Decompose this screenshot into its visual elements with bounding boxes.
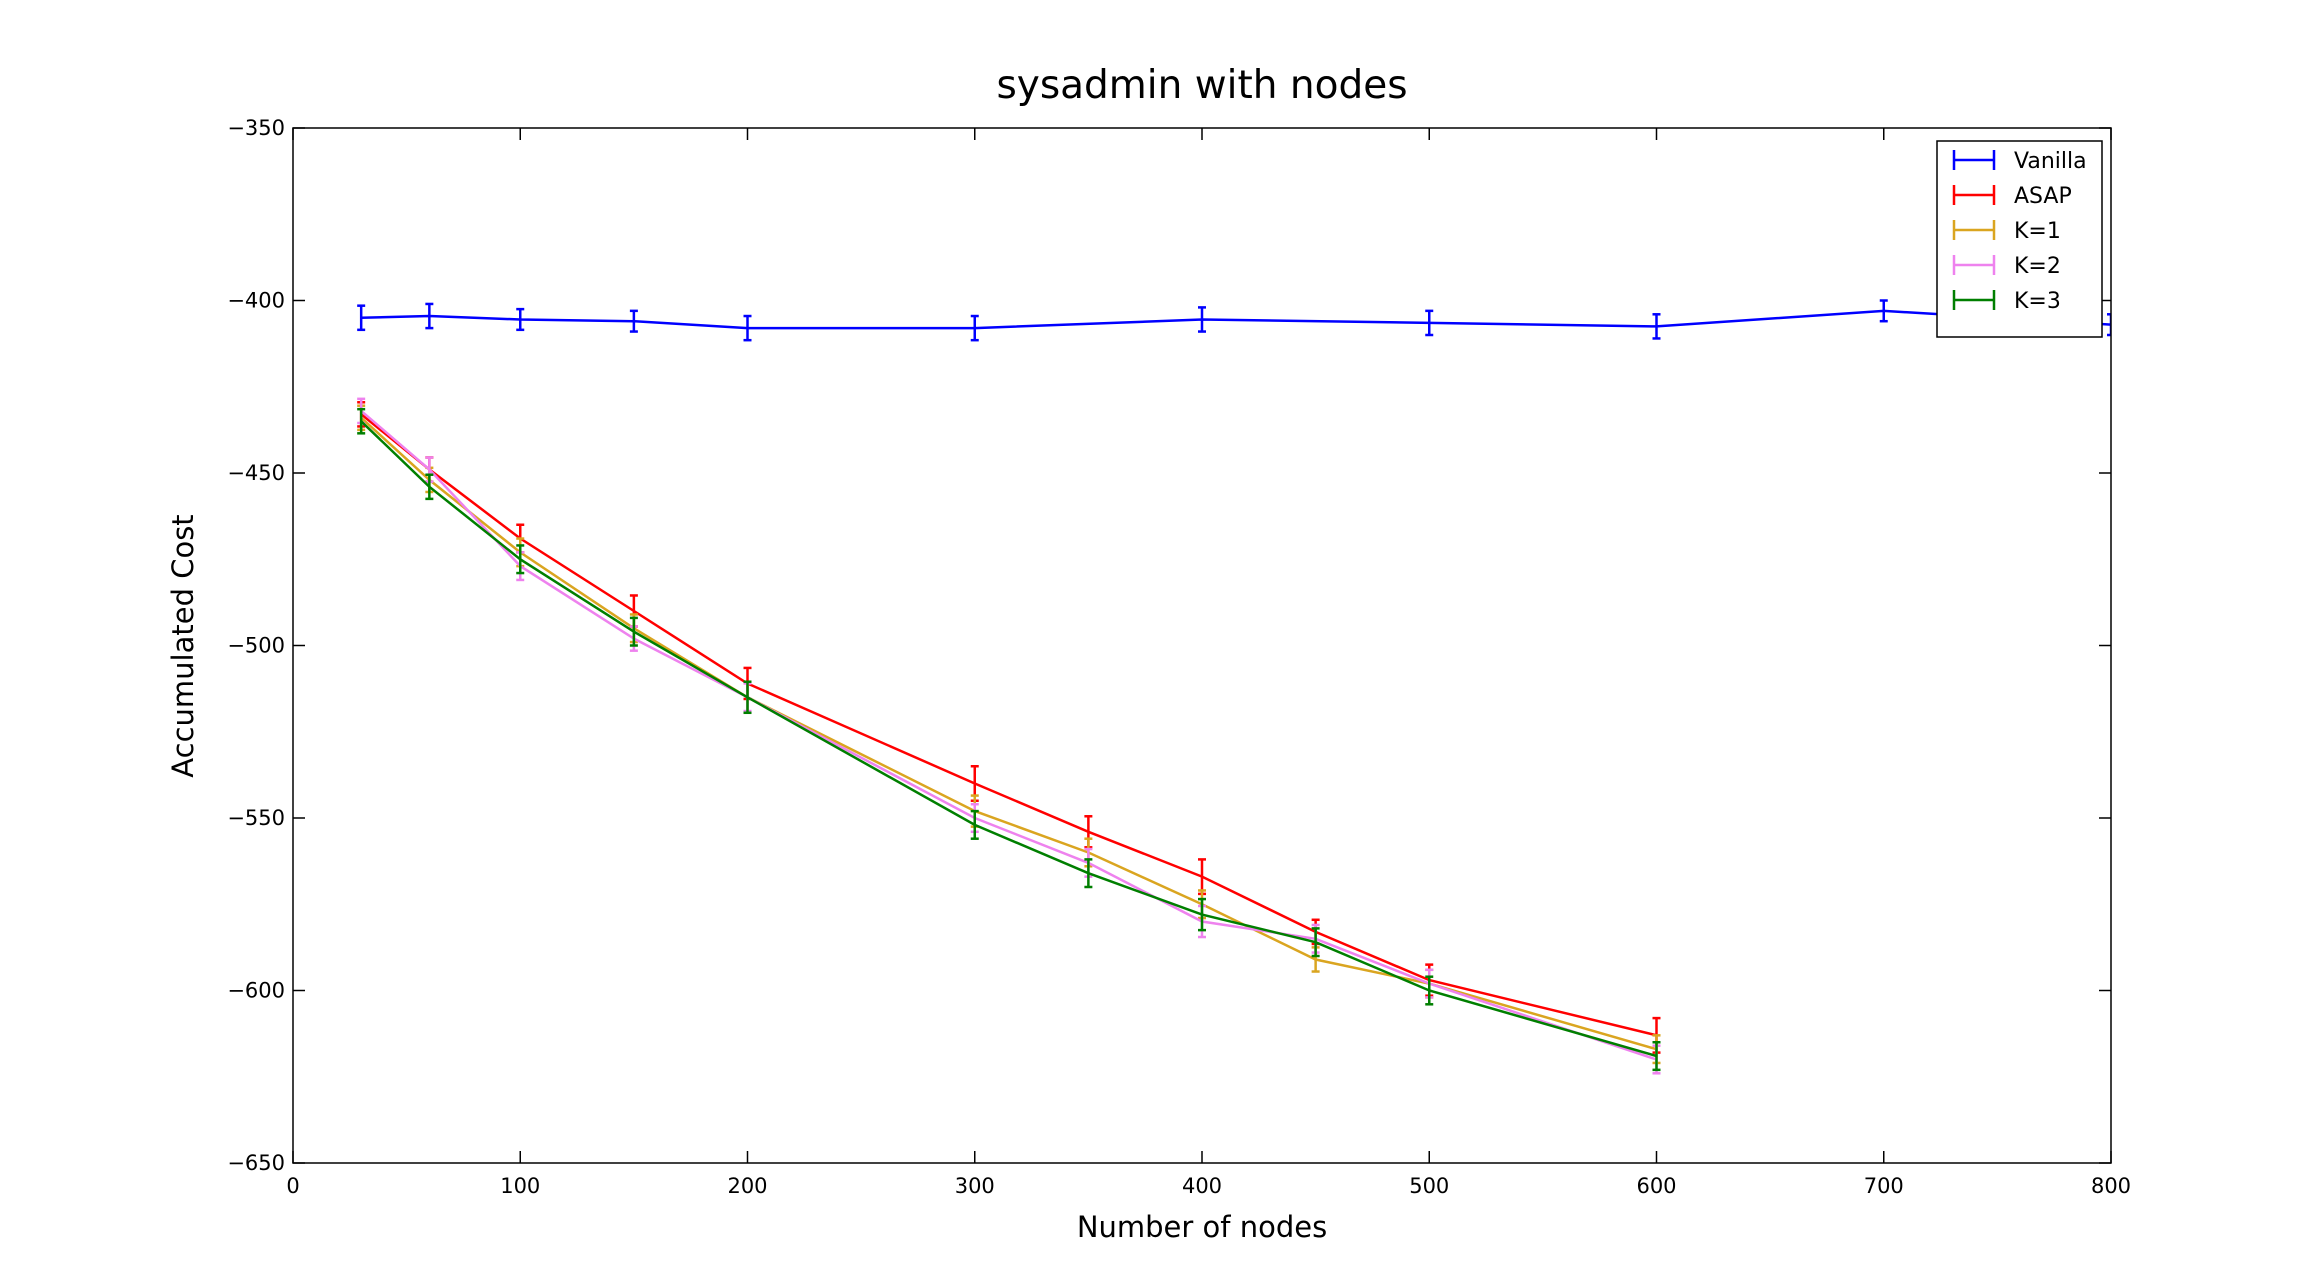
x-tick-label: 500	[1409, 1174, 1449, 1198]
error-bar	[425, 473, 434, 501]
legend-entry: K=1	[1952, 219, 2061, 244]
x-tick-label: 300	[955, 1174, 995, 1198]
y-tick-label: −500	[227, 634, 285, 658]
error-bar	[516, 544, 525, 575]
legend-box	[1936, 140, 2103, 338]
y-tick-label: −550	[227, 806, 285, 830]
y-axis-label: Accumulated Cost	[166, 514, 200, 777]
error-bar	[1652, 313, 1661, 340]
x-tick-label: 200	[727, 1174, 767, 1198]
y-tick-label: −350	[227, 116, 285, 140]
legend-entry: K=2	[1952, 254, 2061, 279]
legend-label: ASAP	[2014, 184, 2072, 209]
error-bar	[1198, 306, 1206, 333]
plot-frame	[292, 127, 2112, 1164]
y-tick-label: −450	[227, 461, 285, 485]
legend-label: Vanilla	[2014, 149, 2087, 174]
y-tick-label: −600	[227, 979, 285, 1003]
series-vanilla	[357, 299, 2111, 342]
error-bar	[1311, 927, 1320, 958]
x-tick-label: 700	[1864, 1174, 1904, 1198]
error-bar	[1879, 299, 1888, 323]
plot-area	[357, 299, 2111, 1075]
x-axis-label: Number of nodes	[1077, 1210, 1327, 1244]
series-line	[360, 413, 1657, 1037]
axes: 0 100 200 300 400 500 600 700 800 −350 −400 −450 −50…	[227, 116, 2131, 1198]
legend-entry: ASAP	[1952, 184, 2072, 209]
series-k-2	[357, 397, 1661, 1075]
error-bar	[425, 302, 434, 330]
error-bar	[970, 314, 979, 342]
legend-entry: K=3	[1952, 289, 2061, 314]
error-bar	[357, 304, 366, 332]
error-bar	[970, 809, 979, 840]
x-tick-label: 100	[500, 1174, 540, 1198]
x-tick-label: 400	[1182, 1174, 1222, 1198]
legend-entry: Vanilla	[1952, 149, 2087, 174]
x-tick-label: 600	[1636, 1174, 1676, 1198]
error-bar	[743, 680, 752, 715]
error-bar	[1198, 897, 1206, 932]
series-k-3	[357, 407, 1661, 1072]
chart-title: sysadmin with nodes	[996, 63, 1407, 108]
error-bar	[629, 616, 638, 647]
series-line	[360, 420, 1657, 1058]
legend-label: K=2	[2014, 254, 2061, 279]
series-line	[361, 309, 2111, 330]
y-tick-label: −400	[227, 289, 285, 313]
series-line	[360, 416, 1657, 1051]
legend-label: K=1	[2014, 219, 2061, 244]
error-bar	[629, 309, 638, 333]
series-line	[360, 409, 1657, 1061]
error-bar	[1084, 858, 1093, 889]
error-bar	[357, 407, 366, 435]
legend: Vanilla ASAP K=1 K=2 K=3	[1936, 140, 2103, 338]
error-bar	[516, 307, 525, 332]
legend-label: K=3	[2014, 289, 2061, 314]
series-k-1	[357, 404, 1661, 1065]
series-asap	[357, 401, 1661, 1054]
error-bar	[743, 314, 752, 342]
error-bar	[1652, 1041, 1661, 1072]
x-tick-label: 0	[286, 1174, 299, 1198]
error-bar	[1425, 309, 1434, 337]
y-tick-label: −650	[227, 1151, 285, 1175]
x-tick-label: 800	[2091, 1174, 2131, 1198]
error-bar	[1425, 975, 1434, 1006]
